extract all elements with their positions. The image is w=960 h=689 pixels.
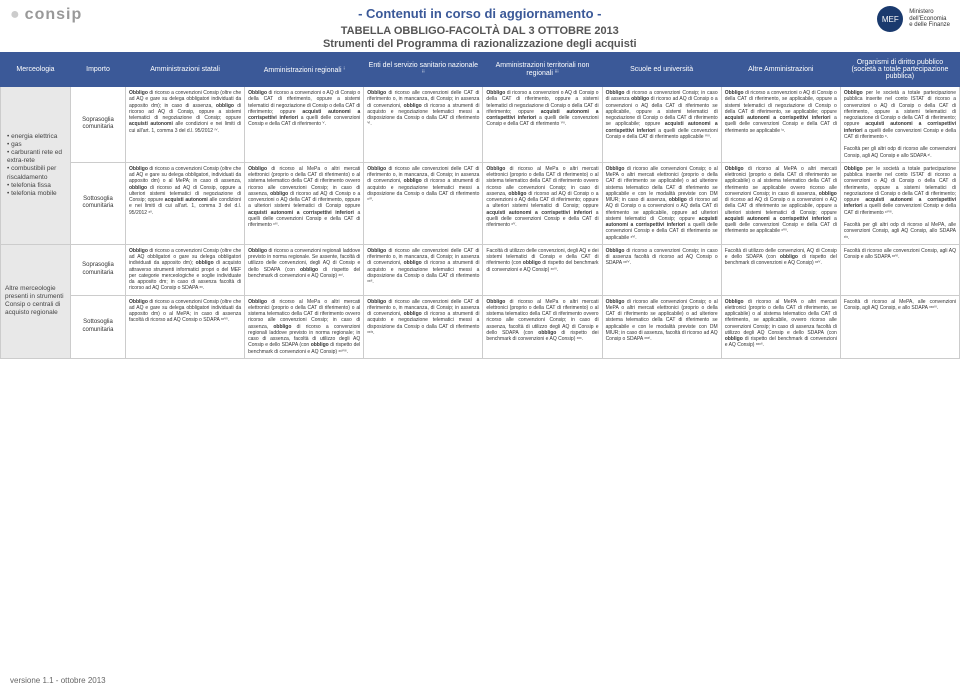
content-cell: Facoltà di ricorso al MePA, alle convenz… <box>840 295 959 358</box>
table-row: Sottosoglia comunitariaObbligo di ricors… <box>1 295 960 358</box>
list-item: gas <box>7 141 66 149</box>
content-cell: Obbligo di ricorso al MePA o altri merca… <box>721 162 840 244</box>
content-cell: Obbligo di ricorso al MePa o altri merca… <box>483 295 602 358</box>
list-item: telefonia fissa <box>7 182 66 190</box>
merceologia-group-2: Altre merceologie presenti in strumenti … <box>1 244 71 358</box>
main-title: TABELLA OBBLIGO-FACOLTÀ DAL 3 OTTOBRE 20… <box>82 25 877 37</box>
content-cell: Facoltà di utilizzo delle convenzioni, d… <box>483 244 602 295</box>
list-item: carburanti rete ed extra-rete <box>7 149 66 165</box>
merceologia-group-1: energia elettricagascarburanti rete ed e… <box>1 87 71 245</box>
content-cell: Obbligo di ricorso a convenzioni Consip;… <box>602 244 721 295</box>
content-cell: Obbligo di ricorso alle convenzioni Cons… <box>602 162 721 244</box>
col-sanitario: Enti del servizio sanitario nazionale ⁱⁱ <box>364 53 483 87</box>
col-territoriali: Amministrazioni territoriali non regiona… <box>483 53 602 87</box>
col-scuole: Scuole ed università <box>602 53 721 87</box>
list-item: telefonia mobile <box>7 190 66 198</box>
content-cell: Obbligo di ricorso a convenzioni o AQ di… <box>721 87 840 163</box>
mef-badge-icon: MEF <box>877 6 903 32</box>
importo-cell: Soprasoglia comunitaria <box>71 87 126 163</box>
obbligo-table: Merceologia Importo Amministrazioni stat… <box>0 52 960 359</box>
list-item: combustibili per riscaldamento <box>7 165 66 181</box>
header-row: Merceologia Importo Amministrazioni stat… <box>1 53 960 87</box>
content-cell: Obbligo di ricorso a convenzioni Consip … <box>126 87 245 163</box>
content-cell: Obbligo di ricorso alle convenzioni dell… <box>364 295 483 358</box>
content-cell: Obbligo per le società a totale partecip… <box>840 162 959 244</box>
banner-title: - Contenuti in corso di aggiornamento - <box>82 6 877 21</box>
content-cell: Obbligo di ricorso a convenzioni Consip … <box>126 244 245 295</box>
content-cell: Obbligo di ricorso a convenzioni o AQ di… <box>483 87 602 163</box>
content-cell: Obbligo di ricorso a convenzioni o AQ di… <box>245 87 364 163</box>
content-cell: Obbligo di ricorso al MePa o altri merca… <box>483 162 602 244</box>
consip-logo: consip <box>10 6 82 24</box>
content-cell: Facoltà di ricorso alle convenzioni Cons… <box>840 244 959 295</box>
list-item: energia elettrica <box>7 133 66 141</box>
content-cell: Obbligo per le società a totale partecip… <box>840 87 959 163</box>
content-cell: Obbligo di ricorso alle convenzioni dell… <box>364 162 483 244</box>
mef-logo: MEF Ministero dell'Economia e delle Fina… <box>877 6 950 32</box>
importo-cell: Sottosoglia comunitaria <box>71 295 126 358</box>
content-cell: Facoltà di utilizzo delle convenzioni, A… <box>721 244 840 295</box>
content-cell: Obbligo di ricorso alle convenzioni dell… <box>364 87 483 163</box>
content-cell: Obbligo di ricorso a convenzioni Consip;… <box>602 87 721 163</box>
col-statali: Amministrazioni statali <box>126 53 245 87</box>
table-row: Altre merceologie presenti in strumenti … <box>1 244 960 295</box>
mef-text: Ministero dell'Economia e delle Finanze <box>909 9 950 29</box>
col-organismi: Organismi di diritto pubblico (società a… <box>840 53 959 87</box>
content-cell: Obbligo di ricorso al MePA o altri merca… <box>721 295 840 358</box>
content-cell: Obbligo di ricorso a convenzioni Consip … <box>126 162 245 244</box>
page-header: consip - Contenuti in corso di aggiornam… <box>0 0 960 52</box>
importo-cell: Sottosoglia comunitaria <box>71 162 126 244</box>
content-cell: Obbligo di ricorso a convenzioni regiona… <box>245 244 364 295</box>
importo-cell: Soprasoglia comunitaria <box>71 244 126 295</box>
col-regionali: Amministrazioni regionali ⁱ <box>245 53 364 87</box>
col-importo: Importo <box>71 53 126 87</box>
content-cell: Obbligo di ricorso a convenzioni Consip … <box>126 295 245 358</box>
title-block: - Contenuti in corso di aggiornamento - … <box>82 6 877 50</box>
content-cell: Obbligo di ricorso alle convenzioni Cons… <box>602 295 721 358</box>
col-altre: Altre Amministrazioni <box>721 53 840 87</box>
content-cell: Obbligo di ricorso al MePa o altri merca… <box>245 295 364 358</box>
table-row: energia elettricagascarburanti rete ed e… <box>1 87 960 163</box>
sub-title: Strumenti del Programma di razionalizzaz… <box>82 38 877 50</box>
col-merceologia: Merceologia <box>1 53 71 87</box>
content-cell: Obbligo di ricorso alle convenzioni dell… <box>364 244 483 295</box>
content-cell: Obbligo di ricorso al MePa o altri merca… <box>245 162 364 244</box>
footer-version: versione 1.1 - ottobre 2013 <box>10 676 106 685</box>
table-row: Sottosoglia comunitariaObbligo di ricors… <box>1 162 960 244</box>
